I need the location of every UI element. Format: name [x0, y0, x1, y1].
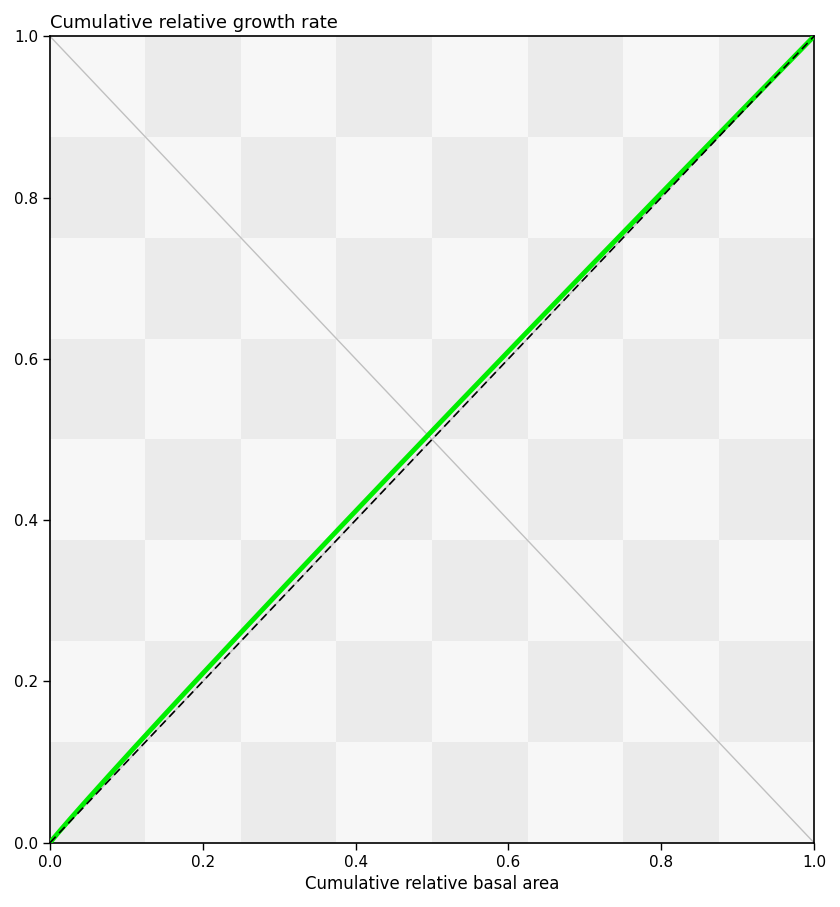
- Bar: [145, 440, 241, 541]
- Bar: [623, 238, 718, 338]
- Text: Cumulative relative growth rate: Cumulative relative growth rate: [50, 14, 338, 32]
- Bar: [241, 541, 337, 641]
- Bar: [145, 36, 241, 137]
- Bar: [528, 641, 623, 742]
- Bar: [528, 541, 623, 641]
- Bar: [337, 440, 432, 541]
- Bar: [623, 36, 718, 137]
- Bar: [337, 238, 432, 338]
- Bar: [528, 742, 623, 843]
- Bar: [337, 36, 432, 137]
- Bar: [718, 742, 814, 843]
- Bar: [50, 641, 145, 742]
- Bar: [50, 742, 145, 843]
- Bar: [145, 541, 241, 641]
- Bar: [50, 137, 145, 238]
- Bar: [718, 338, 814, 440]
- Bar: [337, 338, 432, 440]
- Bar: [50, 440, 145, 541]
- Bar: [50, 338, 145, 440]
- Bar: [432, 641, 528, 742]
- Bar: [50, 541, 145, 641]
- Bar: [337, 641, 432, 742]
- X-axis label: Cumulative relative basal area: Cumulative relative basal area: [305, 875, 559, 893]
- Bar: [337, 742, 432, 843]
- Bar: [623, 641, 718, 742]
- Bar: [241, 742, 337, 843]
- Bar: [528, 238, 623, 338]
- Bar: [432, 338, 528, 440]
- Bar: [718, 36, 814, 137]
- Bar: [718, 238, 814, 338]
- Bar: [241, 338, 337, 440]
- Bar: [623, 541, 718, 641]
- Bar: [432, 238, 528, 338]
- Bar: [718, 440, 814, 541]
- Bar: [528, 36, 623, 137]
- Bar: [145, 137, 241, 238]
- Bar: [623, 742, 718, 843]
- Bar: [241, 238, 337, 338]
- Bar: [718, 137, 814, 238]
- Bar: [241, 440, 337, 541]
- Bar: [241, 641, 337, 742]
- Bar: [337, 137, 432, 238]
- Bar: [241, 137, 337, 238]
- Bar: [528, 338, 623, 440]
- Bar: [623, 440, 718, 541]
- Bar: [145, 742, 241, 843]
- Bar: [528, 137, 623, 238]
- Bar: [432, 742, 528, 843]
- Bar: [623, 137, 718, 238]
- Bar: [718, 541, 814, 641]
- Bar: [432, 440, 528, 541]
- Bar: [50, 36, 145, 137]
- Bar: [145, 238, 241, 338]
- Bar: [241, 36, 337, 137]
- Bar: [432, 541, 528, 641]
- Bar: [432, 36, 528, 137]
- Bar: [718, 641, 814, 742]
- Bar: [50, 238, 145, 338]
- Bar: [623, 338, 718, 440]
- Bar: [145, 641, 241, 742]
- Bar: [145, 338, 241, 440]
- Bar: [528, 440, 623, 541]
- Bar: [337, 541, 432, 641]
- Bar: [432, 137, 528, 238]
